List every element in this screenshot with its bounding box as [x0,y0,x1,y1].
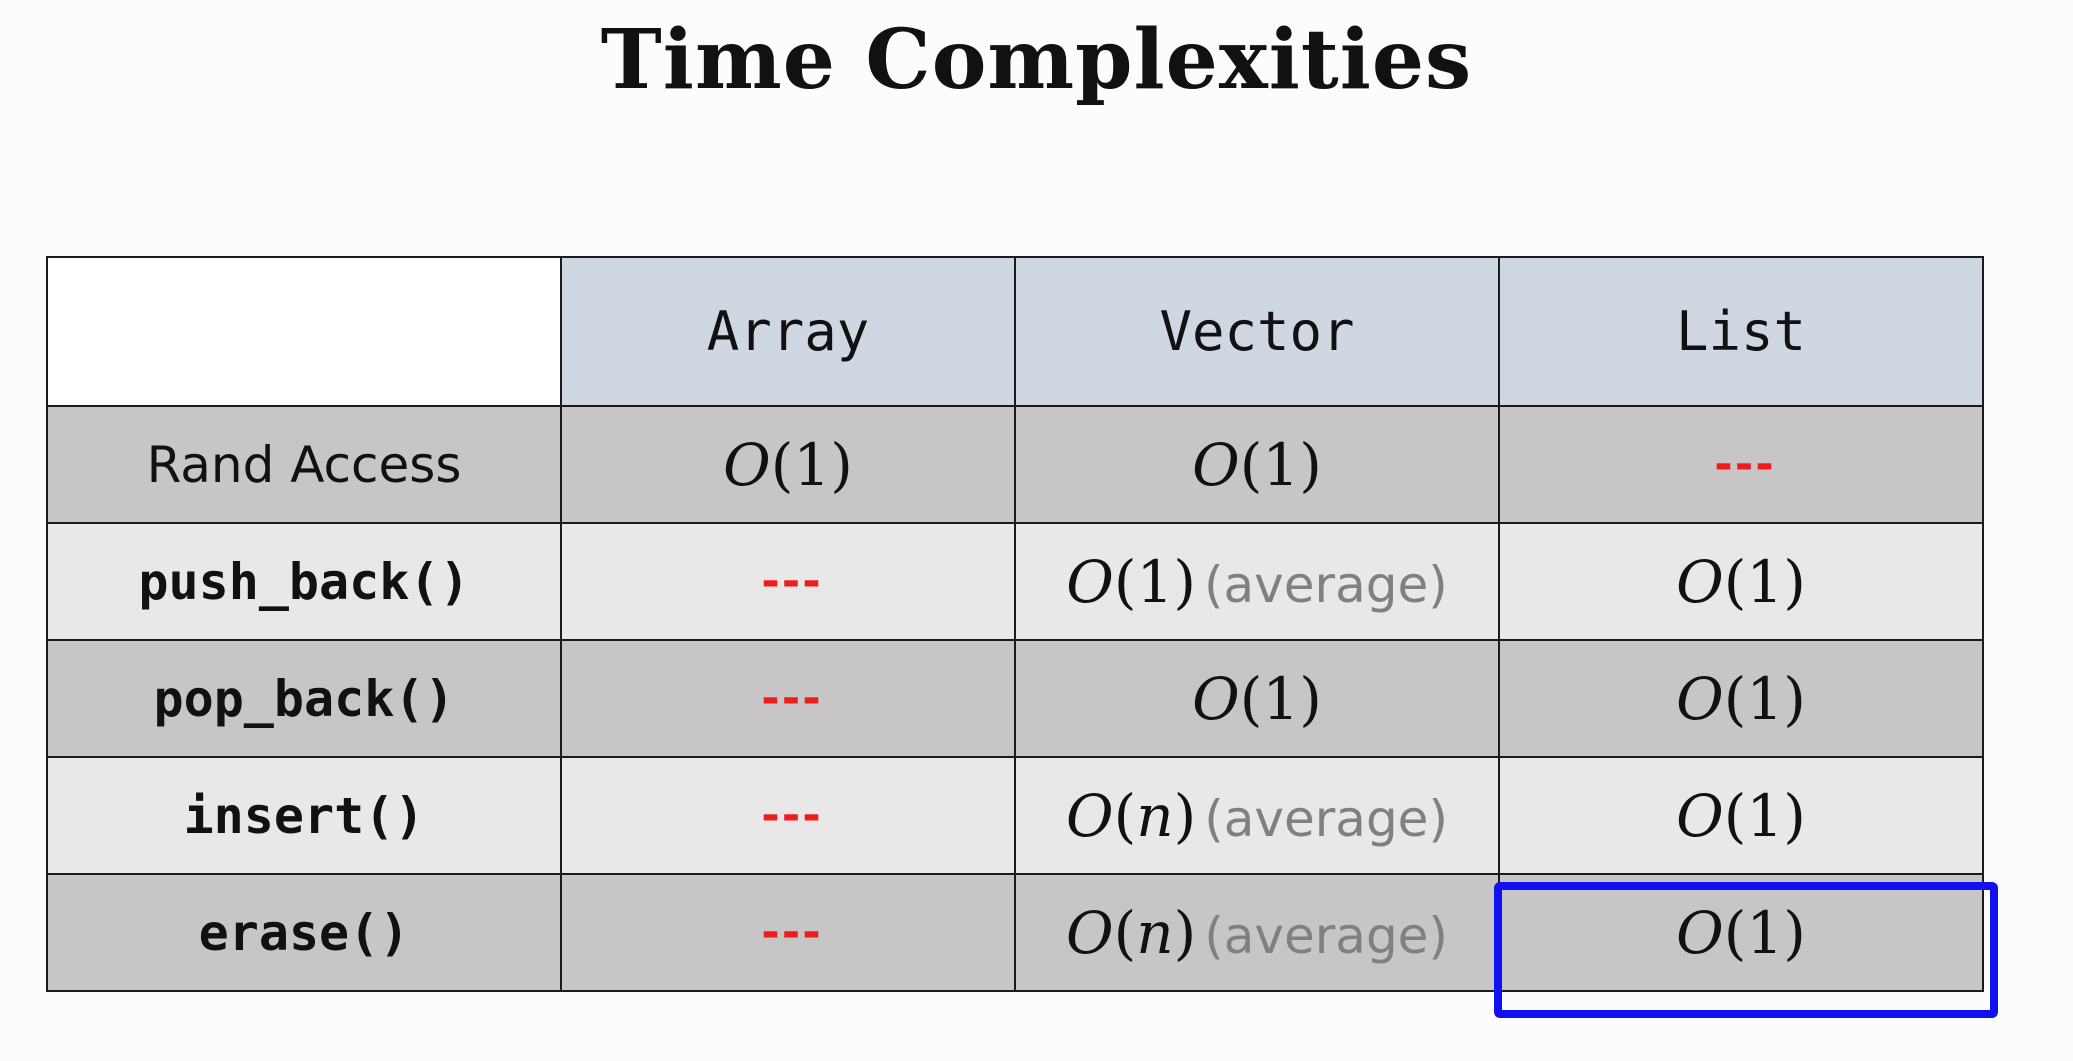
table-cell: O(n) (average) [1014,873,1500,992]
table-row: Rand Access O(1) O(1) --- [46,405,1984,524]
complexity-value: n [1136,898,1174,967]
table-row: pop_back() --- O(1) O(1) [46,639,1984,758]
not-available-mark: --- [1710,439,1778,490]
complexity-qualifier: (average) [1204,555,1448,614]
complexity-value: 1 [1746,898,1784,967]
page-title: Time Complexities [600,12,1473,108]
complexity-value: 1 [1262,430,1300,499]
complexity-qualifier: (average) [1204,789,1448,848]
row-header: pop_back() [46,639,562,758]
table-cell: O(n) (average) [1014,756,1500,875]
complexity-value: 1 [1746,664,1784,733]
table-cell: O(1) [1498,522,1984,641]
table-cell: O(1) [1014,639,1500,758]
big-o-notation: O(1) [1066,547,1197,616]
big-o-notation: O(n) [1066,898,1197,967]
not-available-mark: --- [757,556,825,607]
table-cell: --- [560,639,1016,758]
table-header-row: Array Vector List [46,256,1984,407]
not-available-mark: --- [757,673,825,724]
complexity-table: Array Vector List Rand Access O(1) O(1) … [46,256,1984,992]
complexity-value: 1 [1262,664,1300,733]
corner-cell [46,256,562,407]
complexity-value: 1 [1136,547,1174,616]
table-row: insert() --- O(n) (average) O(1) [46,756,1984,875]
not-available-mark: --- [757,790,825,841]
table-cell: O(1) [1498,639,1984,758]
table-cell: --- [560,756,1016,875]
complexity-qualifier: (average) [1204,906,1448,965]
big-o-notation: O(1) [1676,547,1806,616]
complexity-value: 1 [1746,547,1784,616]
big-o-notation: O(1) [1192,430,1322,499]
complexity-value: 1 [793,430,831,499]
table-cell: --- [560,873,1016,992]
complexity-value: 1 [1746,781,1784,850]
table-cell: O(1) [1498,873,1984,992]
big-o-notation: O(1) [723,430,853,499]
big-o-notation: O(1) [1676,781,1806,850]
table-row: erase() --- O(n) (average) O(1) [46,873,1984,992]
big-o-notation: O(1) [1676,664,1806,733]
table-cell: --- [1498,405,1984,524]
row-header: insert() [46,756,562,875]
table-row: push_back() --- O(1) (average) O(1) [46,522,1984,641]
big-o-notation: O(n) [1066,781,1197,850]
not-available-mark: --- [757,907,825,958]
table-cell: O(1) [1014,405,1500,524]
complexity-value: n [1136,781,1174,850]
column-header-vector: Vector [1014,256,1500,407]
row-header: Rand Access [46,405,562,524]
row-header: erase() [46,873,562,992]
column-header-array: Array [560,256,1016,407]
table-cell: O(1) (average) [1014,522,1500,641]
big-o-notation: O(1) [1676,898,1806,967]
row-header: push_back() [46,522,562,641]
table-cell: O(1) [1498,756,1984,875]
table-cell: O(1) [560,405,1016,524]
big-o-notation: O(1) [1192,664,1322,733]
column-header-list: List [1498,256,1984,407]
table-cell: --- [560,522,1016,641]
